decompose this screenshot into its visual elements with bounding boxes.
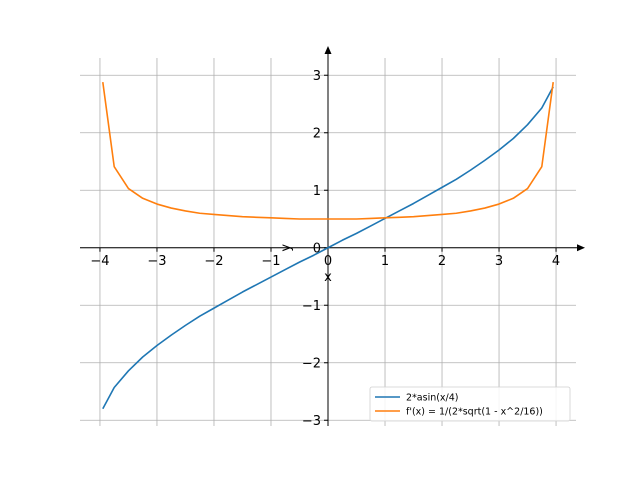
y-tick-label: −2 [302, 356, 321, 371]
legend-entry-label: f'(x) = 1/(2*sqrt(1 - x^2/16)) [406, 407, 543, 418]
ticks: −4 −3 −2 −1 0 1 2 3 4 −3 −2 −1 0 1 2 3 [90, 69, 560, 429]
y-tick-label: 1 [313, 184, 321, 199]
x-axis-arrowhead [577, 244, 585, 252]
y-axis-arrowhead [324, 46, 332, 54]
series-group [102, 82, 554, 410]
series-line-0 [102, 86, 554, 410]
x-tick-label: 1 [381, 254, 389, 269]
x-axis-label: x [324, 270, 332, 285]
legend-entry-label: 2*asin(x/4) [406, 393, 459, 404]
x-tick-label: −3 [147, 254, 166, 269]
y-tick-label: 2 [313, 126, 321, 141]
x-tick-label: −1 [261, 254, 280, 269]
x-tick-label: 0 [324, 254, 332, 269]
x-tick-label: 2 [438, 254, 446, 269]
y-axis-label: y [279, 244, 294, 252]
x-tick-label: 4 [552, 254, 560, 269]
y-tick-label: −3 [302, 414, 321, 429]
series-line-1 [102, 82, 554, 220]
x-tick-label: −2 [204, 254, 223, 269]
y-tick-label: 0 [313, 241, 321, 256]
y-tick-label: −1 [302, 299, 321, 314]
legend-box [369, 386, 571, 422]
x-tick-label: 3 [495, 254, 503, 269]
legend: 2*asin(x/4) f'(x) = 1/(2*sqrt(1 - x^2/16)… [369, 386, 571, 422]
x-tick-label: −4 [90, 254, 109, 269]
y-tick-label: 3 [313, 69, 321, 84]
